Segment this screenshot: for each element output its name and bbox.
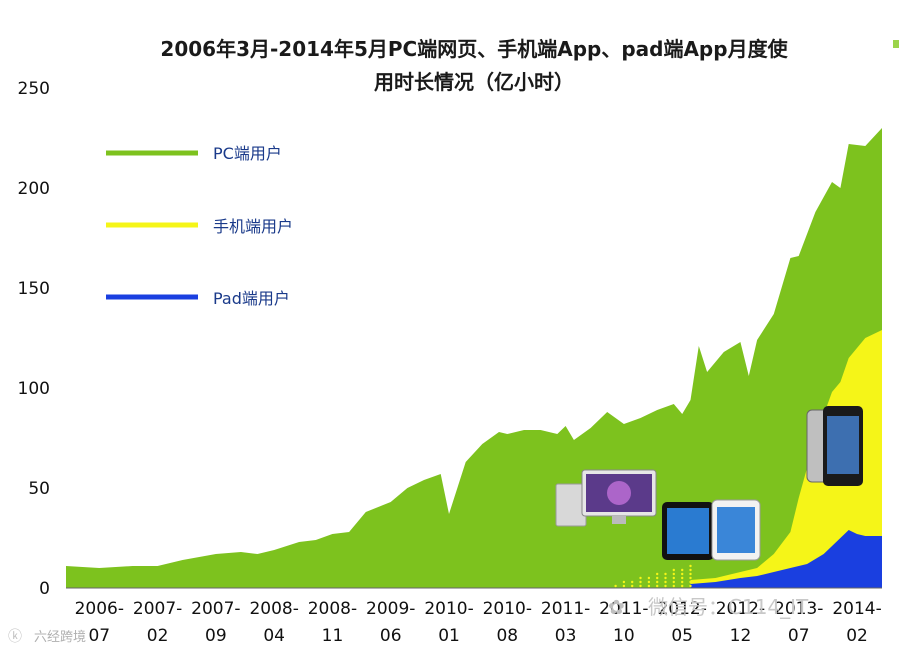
- mobile-dot-mark: [681, 568, 684, 572]
- mobile-dot-mark: [631, 584, 634, 588]
- y-tick-label: 150: [18, 279, 50, 299]
- mobile-dot-mark: [681, 576, 684, 580]
- x-tick-label-month: 04: [263, 626, 285, 646]
- mobile-dot-mark: [681, 584, 684, 588]
- mobile-dot-mark: [622, 580, 626, 584]
- watermark-wechat: 微信号：C114_IT: [648, 595, 809, 619]
- x-tick-label-month: 02: [846, 626, 868, 646]
- mobile-dot-mark: [689, 572, 692, 576]
- mobile-dot-mark: [681, 580, 684, 584]
- tablet-illustration: [662, 499, 761, 561]
- x-tick-label-year: 2014-: [832, 599, 881, 619]
- x-tick-label-year: 2007-: [191, 599, 240, 619]
- mobile-dot-mark: [656, 572, 659, 576]
- y-axis: 0 50 100 150 200 250: [18, 79, 50, 599]
- wechat-logo-icon: ✿: [608, 595, 625, 619]
- x-tick-label-month: 11: [322, 626, 344, 646]
- mobile-dot-mark: [647, 580, 651, 584]
- series-area-pc: [66, 128, 882, 588]
- mobile-dot-mark: [689, 564, 692, 568]
- mobile-dot-mark: [647, 584, 651, 588]
- mobile-dot-mark: [639, 576, 642, 580]
- x-tick-label-year: 2012-: [716, 599, 765, 619]
- x-tick-label-month: 09: [205, 626, 227, 646]
- x-tick-label-year: 2007-: [133, 599, 182, 619]
- mobile-dot-mark: [672, 576, 675, 580]
- mobile-dot-mark: [689, 584, 692, 588]
- x-axis: 2006- 07 2007- 02 2007- 09 2008- 04 2008- 11 2009-…: [75, 599, 882, 646]
- mobile-dot-mark: [664, 576, 667, 580]
- y-tick-label: 0: [39, 579, 50, 599]
- corner-mark: [893, 40, 899, 48]
- y-tick-label: 200: [18, 179, 50, 199]
- mobile-dot-mark: [689, 568, 692, 572]
- x-tick-label-month: 12: [730, 626, 752, 646]
- x-tick-label-year: 2012-: [657, 599, 706, 619]
- x-tick-label-year: 2010-: [424, 599, 473, 619]
- mobile-dot-mark: [672, 584, 675, 588]
- x-tick-label-year: 2008-: [308, 599, 357, 619]
- mobile-dot-mark: [647, 576, 651, 580]
- mobile-dot-mark: [639, 584, 642, 588]
- mobile-dot-mark: [639, 580, 642, 584]
- mobile-dot-mark: [672, 572, 675, 576]
- x-tick-label-year: 2011-: [541, 599, 590, 619]
- series-area-pad: [690, 530, 882, 588]
- x-tick-label-month: 07: [788, 626, 810, 646]
- mobile-dot-mark: [656, 584, 659, 588]
- watermark-corner: 六经跨境: [34, 630, 86, 645]
- mobile-dot-mark: [664, 580, 667, 584]
- x-tick-label-month: 08: [496, 626, 518, 646]
- plot-area: [66, 128, 882, 588]
- legend: PC端用户 手机端用户 Pad端用户: [106, 144, 293, 308]
- desktop-computer-illustration: [555, 469, 657, 527]
- legend-label-mobile: 手机端用户: [213, 217, 293, 236]
- chart-title-line-2: 用时长情况（亿小时）: [374, 70, 574, 94]
- mobile-dot-mark: [664, 584, 667, 588]
- mobile-dot-mark: [664, 572, 667, 576]
- x-tick-label-month: 07: [88, 626, 110, 646]
- x-tick-label-month: 05: [671, 626, 693, 646]
- x-tick-label-year: 2011-: [599, 599, 648, 619]
- y-tick-label: 250: [18, 79, 50, 99]
- y-tick-label: 50: [28, 479, 50, 499]
- chart-title-line-1: 2006年3月-2014年5月PC端网页、手机端App、pad端App月度使: [160, 37, 788, 61]
- x-tick-label-year: 2013-: [774, 599, 823, 619]
- x-tick-label-year: 2009-: [366, 599, 415, 619]
- x-tick-label-year: 2006-: [75, 599, 124, 619]
- mobile-dot-mark: [672, 568, 675, 572]
- mobile-dot-mark: [656, 580, 659, 584]
- legend-label-pad: Pad端用户: [213, 289, 290, 308]
- x-tick-label-year: 2008-: [249, 599, 298, 619]
- mobile-dot-mark: [656, 576, 659, 580]
- y-tick-label: 100: [18, 379, 50, 399]
- x-tick-label-year: 2010-: [483, 599, 532, 619]
- series-area-mobile: [690, 330, 882, 588]
- mobile-dot-mark: [631, 580, 634, 584]
- mobile-dotted-region: [614, 564, 692, 588]
- mobile-dot-mark: [689, 576, 692, 580]
- legend-label-pc: PC端用户: [213, 144, 282, 163]
- mobile-dot-mark: [689, 580, 692, 584]
- smartphone-illustration: [806, 406, 863, 486]
- x-tick-label-month: 01: [438, 626, 460, 646]
- small-logo-icon: ⓚ: [8, 629, 22, 645]
- mobile-dot-mark: [614, 584, 617, 588]
- x-tick-label-month: 02: [147, 626, 169, 646]
- mobile-dot-mark: [681, 572, 684, 576]
- x-tick-label-month: 06: [380, 626, 402, 646]
- mobile-dot-mark: [672, 580, 675, 584]
- x-tick-label-month: 03: [555, 626, 577, 646]
- mobile-dot-mark: [622, 584, 626, 588]
- x-tick-label-month: 10: [613, 626, 635, 646]
